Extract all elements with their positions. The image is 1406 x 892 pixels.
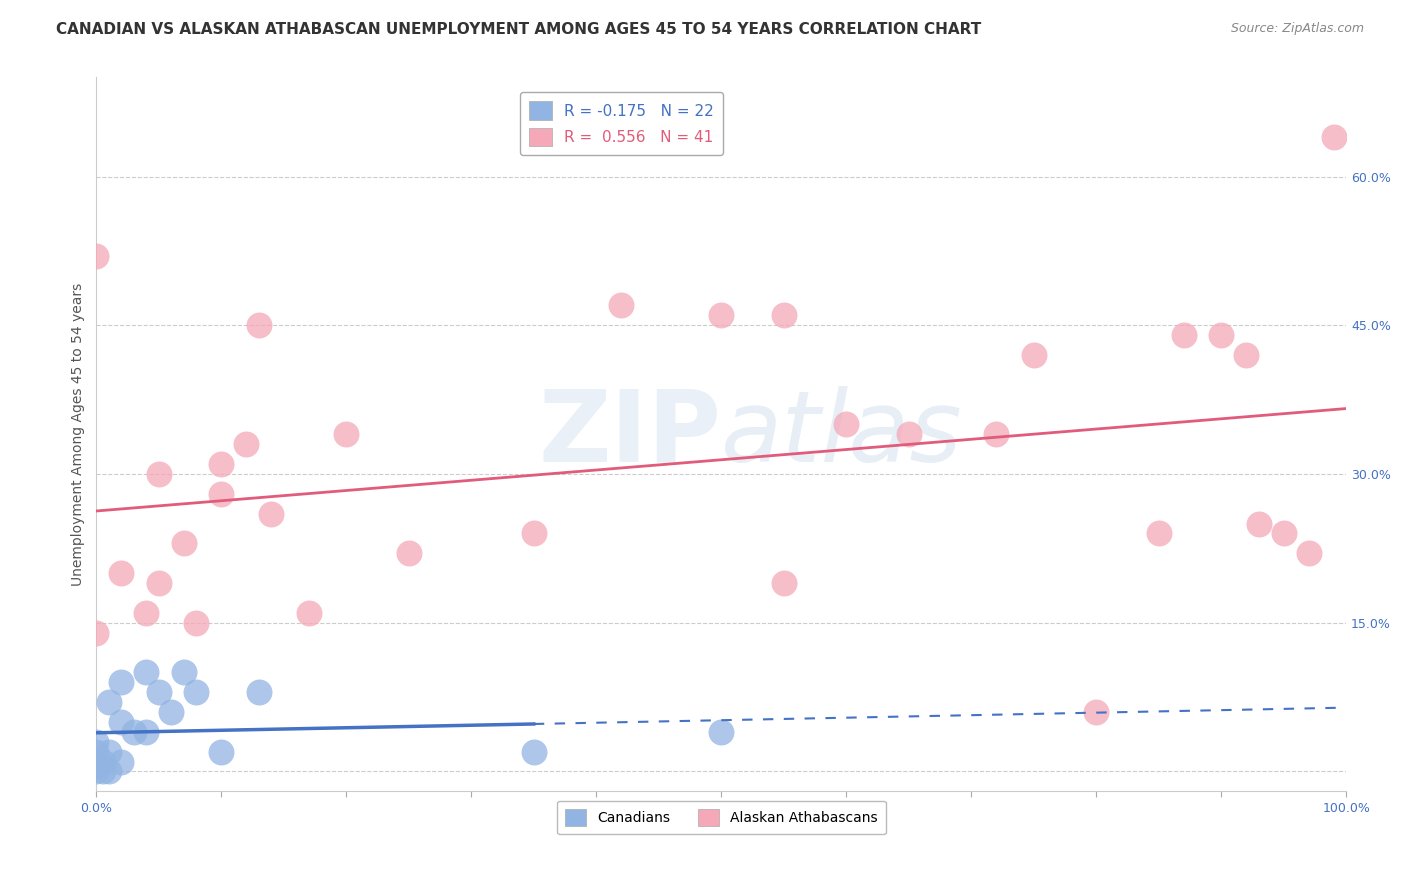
Text: CANADIAN VS ALASKAN ATHABASCAN UNEMPLOYMENT AMONG AGES 45 TO 54 YEARS CORRELATIO: CANADIAN VS ALASKAN ATHABASCAN UNEMPLOYM…	[56, 22, 981, 37]
Point	[173, 665, 195, 680]
Point	[1085, 705, 1108, 719]
Point	[298, 606, 321, 620]
Point	[398, 546, 420, 560]
Point	[523, 526, 546, 541]
Point	[86, 249, 108, 263]
Point	[1298, 546, 1320, 560]
Point	[86, 745, 108, 759]
Point	[148, 467, 170, 481]
Point	[610, 298, 633, 312]
Point	[1247, 516, 1270, 531]
Point	[86, 625, 108, 640]
Y-axis label: Unemployment Among Ages 45 to 54 years: Unemployment Among Ages 45 to 54 years	[72, 283, 86, 586]
Point	[86, 755, 108, 769]
Point	[135, 724, 157, 739]
Point	[835, 417, 858, 432]
Point	[91, 755, 114, 769]
Point	[97, 745, 120, 759]
Point	[986, 427, 1008, 442]
Point	[772, 309, 794, 323]
Point	[209, 457, 232, 471]
Point	[160, 705, 183, 719]
Point	[209, 487, 232, 501]
Point	[97, 764, 120, 779]
Point	[91, 764, 114, 779]
Point	[260, 507, 283, 521]
Point	[1147, 526, 1170, 541]
Text: atlas: atlas	[721, 386, 963, 483]
Text: Source: ZipAtlas.com: Source: ZipAtlas.com	[1230, 22, 1364, 36]
Point	[1234, 348, 1257, 362]
Point	[897, 427, 920, 442]
Point	[122, 724, 145, 739]
Point	[247, 318, 270, 333]
Point	[135, 606, 157, 620]
Point	[772, 576, 794, 591]
Point	[335, 427, 357, 442]
Point	[235, 437, 257, 451]
Point	[148, 576, 170, 591]
Text: ZIP: ZIP	[538, 386, 721, 483]
Point	[1211, 328, 1233, 343]
Point	[209, 745, 232, 759]
Point	[186, 615, 208, 630]
Point	[86, 764, 108, 779]
Point	[1272, 526, 1295, 541]
Point	[173, 536, 195, 550]
Legend: Canadians, Alaskan Athabascans: Canadians, Alaskan Athabascans	[557, 801, 886, 834]
Point	[710, 309, 733, 323]
Point	[97, 695, 120, 709]
Point	[110, 675, 132, 690]
Point	[1173, 328, 1195, 343]
Point	[110, 755, 132, 769]
Point	[110, 714, 132, 729]
Point	[86, 734, 108, 748]
Point	[1022, 348, 1045, 362]
Point	[247, 685, 270, 699]
Point	[1323, 130, 1346, 145]
Point	[135, 665, 157, 680]
Point	[710, 724, 733, 739]
Point	[148, 685, 170, 699]
Point	[186, 685, 208, 699]
Point	[523, 745, 546, 759]
Point	[110, 566, 132, 581]
Point	[86, 759, 108, 773]
